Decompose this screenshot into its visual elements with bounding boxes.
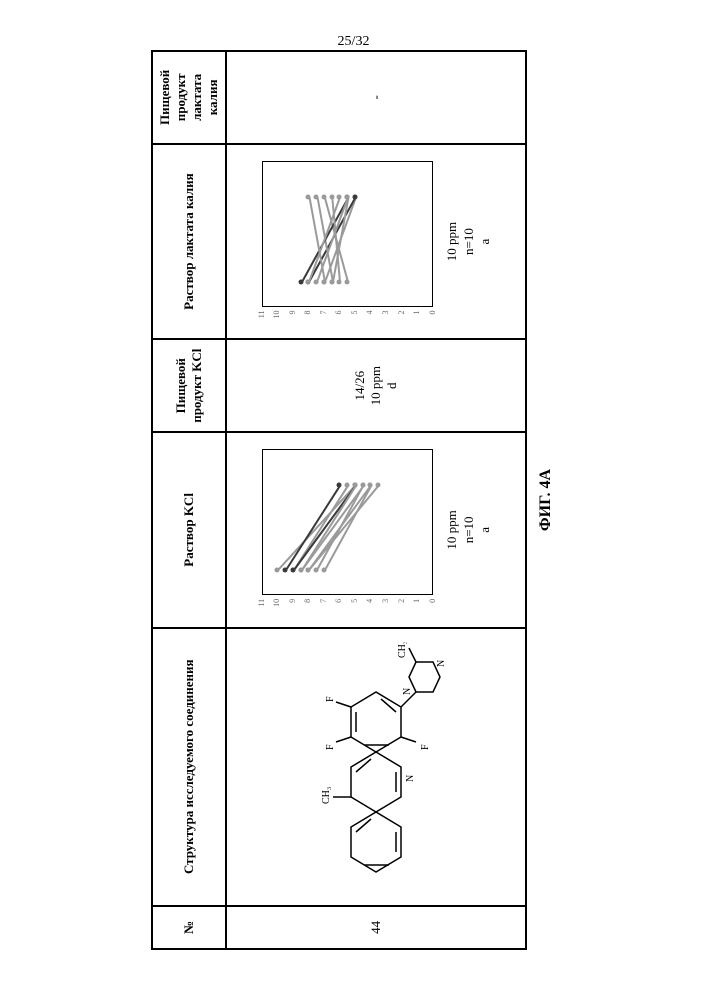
table-row: 44 (226, 51, 526, 949)
figure-table: № Структура исследуемого соединения Раст… (151, 50, 527, 950)
chart-kcl: 0123456789 10 11 (258, 445, 438, 615)
chart-dot (352, 482, 357, 487)
ytick-label: 11 (258, 599, 266, 615)
chart-dot (360, 482, 365, 487)
lact-sol-line3: a (477, 151, 494, 333)
chart-dot (368, 482, 373, 487)
chart-dot (329, 279, 334, 284)
figure-label: ФИГ. 4A (537, 50, 555, 950)
ytick-label: 5 (351, 599, 359, 615)
chart-dot (306, 279, 311, 284)
chart-dot (376, 482, 381, 487)
lact-sol-caption: 10 ppm n=10 a (444, 151, 495, 333)
ytick-label: 5 (351, 311, 359, 327)
cell-lact-food: - (226, 51, 526, 144)
chart-dot (345, 194, 350, 199)
chart-dot (345, 482, 350, 487)
chart-dot (314, 279, 319, 284)
col-structure: Структура исследуемого соединения (152, 628, 226, 906)
ytick-label: 10 (273, 311, 281, 327)
chart-lact: 0123456789 10 11 (258, 157, 438, 327)
ytick-label: 8 (304, 311, 312, 327)
chart-dot (321, 194, 326, 199)
chart-dot (337, 194, 342, 199)
chem-n-pip2: N (436, 660, 447, 667)
cell-kcl-sol: 0123456789 10 11 10 ppm n=10 a (226, 432, 526, 628)
col-num: № (152, 906, 226, 949)
ytick-label: 4 (366, 311, 374, 327)
cell-lact-sol: 0123456789 10 11 10 ppm n=10 a (226, 144, 526, 340)
ytick-label: 2 (398, 311, 406, 327)
ytick-label: 9 (289, 311, 297, 327)
chart-dot (298, 567, 303, 572)
chart-dot (337, 279, 342, 284)
chem-f2: F (325, 696, 336, 702)
chart-dot (306, 567, 311, 572)
structure-svg: CH₃ N F F F N N CH₃ (301, 642, 451, 892)
lact-sol-line1: 10 ppm (444, 151, 461, 333)
ytick-label: 6 (335, 599, 343, 615)
cell-kcl-food: 14/26 10 ppm d (226, 339, 526, 432)
chem-ch3a: CH₃ (321, 786, 332, 803)
ytick-label: 6 (335, 311, 343, 327)
kcl-food-line3: d (384, 346, 400, 425)
col-kcl-sol: Раствор KCl (152, 432, 226, 628)
chem-n-ring: N (405, 775, 416, 782)
chart-dot (298, 279, 303, 284)
kcl-sol-line3: a (477, 439, 494, 621)
ytick-label: 0 (429, 311, 437, 327)
figure-rotated-container: № Структура исследуемого соединения Раст… (151, 50, 555, 950)
page-number: 25/32 (338, 34, 370, 50)
chart-dot (321, 279, 326, 284)
chart-dot (352, 194, 357, 199)
chart-frame (262, 161, 433, 307)
kcl-sol-line1: 10 ppm (444, 439, 461, 621)
chart-dot (275, 567, 280, 572)
kcl-sol-caption: 10 ppm n=10 a (444, 439, 495, 621)
ytick-label: 11 (258, 311, 266, 327)
ytick-label: 10 (273, 599, 281, 615)
chart-dot (314, 194, 319, 199)
lact-sol-line2: n=10 (461, 151, 478, 333)
chart-dot (290, 567, 295, 572)
kcl-food-line2: 10 ppm (368, 346, 384, 425)
chart-dot (329, 194, 334, 199)
chem-f3: F (420, 744, 431, 750)
ytick-label: 8 (304, 599, 312, 615)
kcl-sol-line2: n=10 (461, 439, 478, 621)
cell-num: 44 (226, 906, 526, 949)
chemical-structure: CH₃ N F F F N N CH₃ (301, 642, 451, 892)
chart-dot (345, 279, 350, 284)
chart-dot (282, 567, 287, 572)
col-lact-food: Пищевой продукт лактата калия (152, 51, 226, 144)
chart-dot (314, 567, 319, 572)
chem-ch3b: CH₃ (397, 642, 408, 658)
ytick-label: 2 (398, 599, 406, 615)
ytick-label: 3 (382, 599, 390, 615)
ytick-label: 9 (289, 599, 297, 615)
ytick-label: 7 (320, 311, 328, 327)
ytick-label: 1 (413, 311, 421, 327)
ytick-label: 1 (413, 599, 421, 615)
chem-f1: F (325, 744, 336, 750)
chem-n-pip1: N (402, 688, 413, 695)
chart-dot (306, 194, 311, 199)
col-kcl-food: Пищевой продукт KCl (152, 339, 226, 432)
ytick-label: 0 (429, 599, 437, 615)
chart-dot (337, 482, 342, 487)
ytick-label: 7 (320, 599, 328, 615)
chart-dot (321, 567, 326, 572)
col-lact-sol: Раствор лактата калия (152, 144, 226, 340)
kcl-food-line1: 14/26 (352, 346, 368, 425)
ytick-label: 3 (382, 311, 390, 327)
cell-structure: CH₃ N F F F N N CH₃ (226, 628, 526, 906)
ytick-label: 4 (366, 599, 374, 615)
